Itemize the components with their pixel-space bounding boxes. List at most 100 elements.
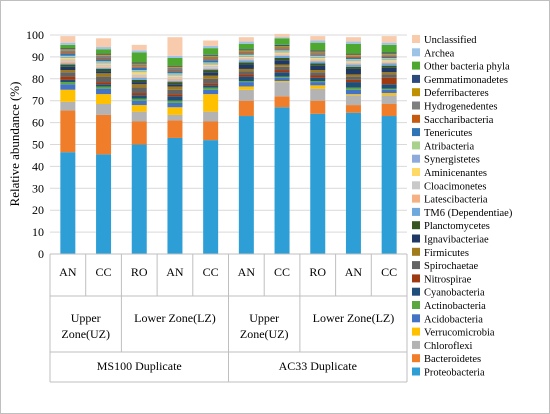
bar-segment [203,111,219,122]
legend-label: Spirochaetae [424,261,479,272]
legend-swatch [412,101,420,110]
legend-label: Chloroflexi [424,341,472,352]
legend-label: Verrucomicrobia [424,328,495,339]
bar-segment [60,52,76,54]
legend-swatch [412,61,420,70]
legend-label: Ignavibacteriae [424,235,489,246]
bar-segment [203,140,219,254]
bar-segment [310,50,326,52]
legend-label: Deferribacteres [424,88,489,99]
bar-segment [96,84,112,87]
bar-segment [96,88,112,95]
bar-segment [96,62,112,64]
bar-segment [238,89,254,101]
legend-label: Aminicenantes [424,168,487,179]
bar-segment [131,95,147,99]
bar-segment [310,113,326,254]
bar-segment [131,66,147,68]
x-tick-label: AN [59,265,77,279]
y-tick-label: 100 [26,28,44,42]
zone-label: Upper Zone(UZ) [240,311,289,341]
bar-segment [274,72,290,77]
legend-label: Actinobacteria [424,301,486,312]
legend-swatch [412,74,420,83]
y-tick-label: 50 [32,138,44,152]
bar-segment [167,67,183,71]
bar-segment [60,82,76,85]
bar-segment [381,65,397,68]
legend-label: Other bacteria phyla [424,62,510,73]
y-tick-label: 0 [38,247,44,261]
bar-segment [310,85,326,89]
bar-segment [131,111,147,122]
legend-label: Unclassified [424,35,477,46]
legend-swatch [412,354,420,363]
group-label: AC33 Duplicate [279,359,357,373]
bar-segment [238,71,254,75]
bar-segment [274,49,290,51]
legend-label: Bacteroidetes [424,354,481,365]
bar-segment [345,89,361,95]
bar-stack [203,40,219,254]
bar-segment [96,103,112,115]
bar-stack [131,44,147,254]
bar-segment [274,47,290,49]
bar-segment [310,77,326,81]
bar-segment [60,63,76,65]
bar-segment [203,59,219,61]
bar-segment [203,68,219,71]
bar-segment [96,49,112,54]
bar-segment [203,72,219,76]
bar-segment [238,74,254,77]
bar-segment [131,50,147,53]
bar-segment [274,33,290,38]
legend-swatch [412,128,420,137]
bar-segment [381,89,397,94]
bar-segment [167,107,183,115]
bar-segment [238,53,254,55]
bar-segment [381,67,397,73]
bar-segment [60,57,76,60]
bar-segment [60,72,76,77]
bar-segment [345,94,361,96]
bar-segment [96,64,112,67]
y-tick-label: 40 [32,159,44,173]
bar-segment [310,51,326,53]
bar-segment [345,57,361,60]
bar-segment [167,82,183,85]
bar-segment [381,72,397,75]
bar-segment [381,42,397,45]
bar-segment [345,95,361,106]
bar-segment [345,41,361,44]
bar-segment [203,63,219,65]
legend-swatch [412,181,420,190]
bar-segment [131,67,147,71]
bar-segment [131,70,147,72]
bar-segment [310,65,326,71]
bar-segment [238,60,254,63]
bar-segment [274,64,290,67]
bar-segment [310,75,326,78]
bar-segment [345,54,361,56]
bar-segment [274,50,290,52]
bar-segment [60,42,76,45]
bar-segment [96,57,112,60]
bar-segment [96,63,112,65]
bar-segment [167,66,183,68]
bar-segment [238,116,254,254]
bar-segment [238,82,254,87]
bar-segment [96,66,112,68]
bar-segment [381,60,397,62]
bar-segment [131,77,147,80]
bar-segment [381,55,397,57]
bar-segment [96,59,112,62]
bar-segment [345,53,361,55]
bar-segment [238,86,254,90]
y-tick-label: 10 [32,225,44,239]
bar-segment [131,62,147,64]
bar-segment [167,114,183,121]
bar-segment [60,55,76,57]
x-axis: AN CC RO AN CC AN CC RO AN CC Upper Zone(UZ) Lower Z… [49,253,408,383]
bar-segment [167,74,183,76]
y-tick-label: 30 [32,181,44,195]
